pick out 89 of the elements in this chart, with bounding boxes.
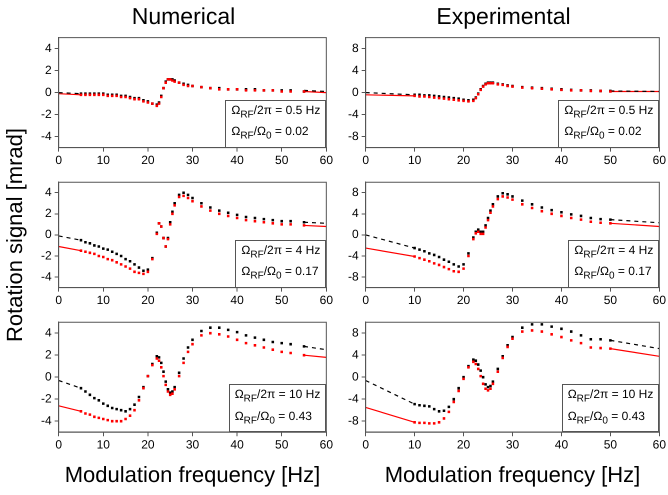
y-tick-label: 0 [44, 84, 52, 99]
x-tick-label: 60 [652, 153, 666, 168]
annotation: Ω$_{RF}$/2π = 10 Hz [568, 386, 654, 407]
x-tick-label: 20 [456, 293, 471, 308]
y-tick-label: -4 [41, 269, 52, 284]
x-tick-label: 0 [55, 438, 62, 452]
x-tick-label: 30 [506, 153, 520, 168]
x-tick-label: 30 [506, 293, 520, 308]
x-tick-label: 50 [275, 153, 289, 168]
x-tick-label: 50 [604, 293, 618, 308]
y-tick-label: -4 [41, 414, 52, 428]
x-tick-label: 10 [96, 293, 110, 308]
chart-title: Experimental [436, 3, 571, 30]
annotation: Ω$_{RF}$/2π = 0.5 Hz [564, 102, 654, 122]
x-tick-label: 60 [652, 438, 666, 452]
chart-title: Numerical [132, 3, 236, 30]
y-tick-label: 4 [352, 206, 359, 220]
x-tick-label: 50 [275, 438, 289, 452]
y-tick-label: 0 [44, 370, 52, 384]
x-tick-label: 40 [230, 438, 244, 452]
x-tick-label: 10 [96, 438, 110, 452]
y-tick-label: 2 [44, 206, 52, 220]
x-tick-label: 40 [554, 438, 568, 452]
annotation: Ω$_{RF}$/Ω$_{0}$ = 0.43 [568, 408, 646, 428]
annotation: Ω$_{RF}$/2π = 0.5 Hz [231, 102, 320, 122]
x-tick-label: 30 [506, 438, 520, 452]
x-tick-label: 0 [362, 293, 370, 308]
x-tick-label: 20 [141, 438, 155, 452]
annotation: Ω$_{RF}$/Ω$_{0}$ = 0.17 [574, 263, 653, 284]
x-axis-title: Modulation frequency [Hz] [64, 462, 320, 487]
x-tick-label: 0 [55, 153, 62, 168]
y-tick-label: 8 [352, 326, 359, 340]
annotation: Ω$_{RF}$/Ω$_{0}$ = 0.02 [564, 123, 643, 144]
x-tick-label: 40 [554, 153, 568, 168]
x-tick-label: 10 [408, 293, 422, 308]
annotation: Ω$_{RF}$/2π = 4 Hz [241, 242, 320, 262]
annotation: Ω$_{RF}$/2π = 4 Hz [574, 242, 654, 262]
y-tick-label: -4 [348, 248, 359, 262]
x-tick-label: 50 [604, 153, 618, 168]
x-tick-label: 40 [230, 293, 244, 308]
x-tick-label: 0 [55, 293, 62, 308]
y-tick-label: 4 [44, 185, 52, 200]
x-tick-label: 60 [652, 293, 666, 308]
x-tick-label: 0 [362, 438, 370, 452]
x-tick-label: 10 [408, 438, 422, 452]
y-tick-label: -8 [348, 414, 359, 428]
x-tick-label: 10 [96, 153, 110, 168]
x-tick-label: 20 [141, 293, 155, 308]
annotation: Ω$_{RF}$/Ω$_{0}$ = 0.17 [241, 263, 320, 284]
x-tick-label: 10 [408, 153, 422, 168]
y-tick-label: -2 [41, 392, 52, 406]
x-tick-label: 50 [275, 293, 289, 308]
y-tick-label: -8 [348, 269, 359, 284]
y-tick-label: -4 [348, 106, 359, 121]
y-tick-label: 4 [44, 40, 52, 55]
x-tick-label: 20 [456, 438, 471, 452]
x-tick-label: 20 [456, 153, 471, 168]
y-tick-label: 4 [352, 348, 359, 362]
x-axis-title: Modulation frequency [Hz] [384, 462, 640, 487]
x-tick-label: 60 [320, 293, 334, 308]
y-tick-label: -2 [41, 248, 52, 262]
y-tick-label: 4 [352, 62, 359, 77]
x-tick-label: 30 [186, 438, 200, 452]
y-tick-label: 2 [44, 348, 52, 362]
x-tick-label: 30 [186, 153, 200, 168]
x-tick-label: 0 [362, 153, 370, 168]
x-tick-label: 40 [554, 293, 568, 308]
y-tick-label: 4 [44, 326, 52, 340]
annotation: Ω$_{RF}$/Ω$_{0}$ = 0.43 [234, 408, 313, 428]
x-tick-label: 40 [230, 153, 244, 168]
x-tick-label: 60 [320, 153, 334, 168]
y-tick-label: -2 [41, 106, 52, 121]
y-tick-label: 2 [44, 62, 52, 77]
y-tick-label: -8 [348, 128, 359, 143]
y-tick-label: 0 [352, 84, 359, 99]
annotation: Ω$_{RF}$/Ω$_{0}$ = 0.02 [231, 123, 310, 144]
y-tick-label: 0 [44, 227, 52, 242]
y-tick-label: 0 [352, 370, 359, 384]
x-tick-label: 60 [320, 438, 334, 452]
x-tick-label: 50 [604, 438, 618, 452]
y-tick-label: 8 [352, 185, 359, 200]
y-tick-label: 8 [352, 40, 359, 55]
annotation: Ω$_{RF}$/2π = 10 Hz [234, 386, 320, 407]
y-tick-label: -4 [41, 128, 52, 143]
x-tick-label: 20 [141, 153, 155, 168]
y-tick-label: -4 [348, 392, 359, 406]
y-tick-label: 0 [352, 227, 359, 242]
x-tick-label: 30 [186, 293, 200, 308]
y-axis-title: Rotation signal [mrad] [2, 128, 28, 342]
